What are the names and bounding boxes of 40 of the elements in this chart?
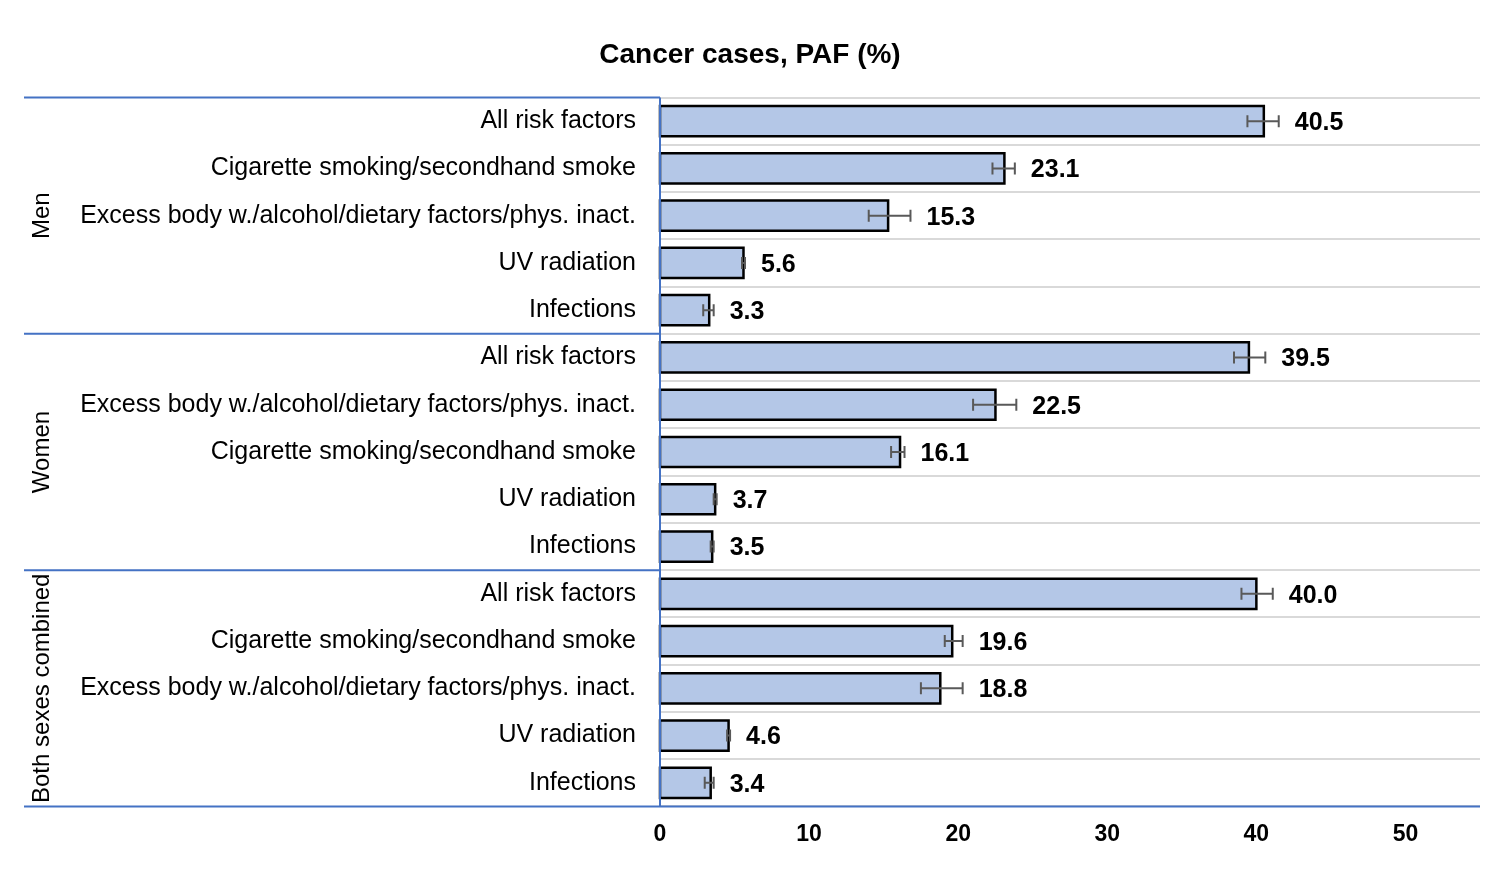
x-tick-label: 30 [1094,819,1121,846]
y-tick-label: UV radiation [498,719,636,748]
data-label: 23.1 [1030,154,1080,183]
y-tick-label: Excess body w./alcohol/dietary factors/phys. inact. [80,672,636,701]
y-tick-label: UV radiation [498,246,636,275]
data-label: 3.4 [729,768,765,797]
y-tick-label: UV radiation [498,483,636,512]
data-label: 39.5 [1281,343,1331,372]
x-tick-label: 40 [1243,819,1270,846]
data-label: 40.5 [1294,107,1344,136]
chart-title: Cancer cases, PAF (%) [599,37,901,69]
data-label: 3.3 [729,296,765,325]
y-tick-label: Cigarette smoking/secondhand smoke [210,152,636,181]
text: Women [26,410,54,494]
data-label: 5.6 [760,248,796,277]
y-tick-label: Infections [528,766,636,795]
data-label: 19.6 [978,626,1028,655]
data-label: 15.3 [926,201,976,230]
data-label: 3.7 [732,485,768,514]
data-label: 16.1 [920,437,970,466]
y-tick-label: Cigarette smoking/secondhand smoke [210,624,636,653]
text: Both sexes combined [26,573,54,803]
x-tick-label: 10 [796,819,822,846]
y-tick-label: Infections [528,294,636,323]
data-label: 40.0 [1288,579,1338,608]
y-tick-label: Cigarette smoking/secondhand smoke [210,435,636,464]
x-tick-label: 0 [653,819,667,846]
text: Men [26,192,54,240]
y-tick-label: All risk factors [480,105,636,134]
data-label: 4.6 [746,721,781,750]
data-label: 18.8 [978,674,1028,703]
x-tick-label: 50 [1392,819,1419,846]
x-tick-label: 20 [945,819,971,846]
data-label: 3.5 [729,532,765,561]
data-label: 22.5 [1032,390,1082,419]
y-tick-label: Excess body w./alcohol/dietary factors/phys. inact. [80,388,636,417]
y-tick-label: All risk factors [480,577,636,606]
y-tick-label: Infections [528,530,636,559]
y-tick-label: All risk factors [480,341,636,370]
y-tick-label: Excess body w./alcohol/dietary factors/phys. inact. [80,199,636,228]
